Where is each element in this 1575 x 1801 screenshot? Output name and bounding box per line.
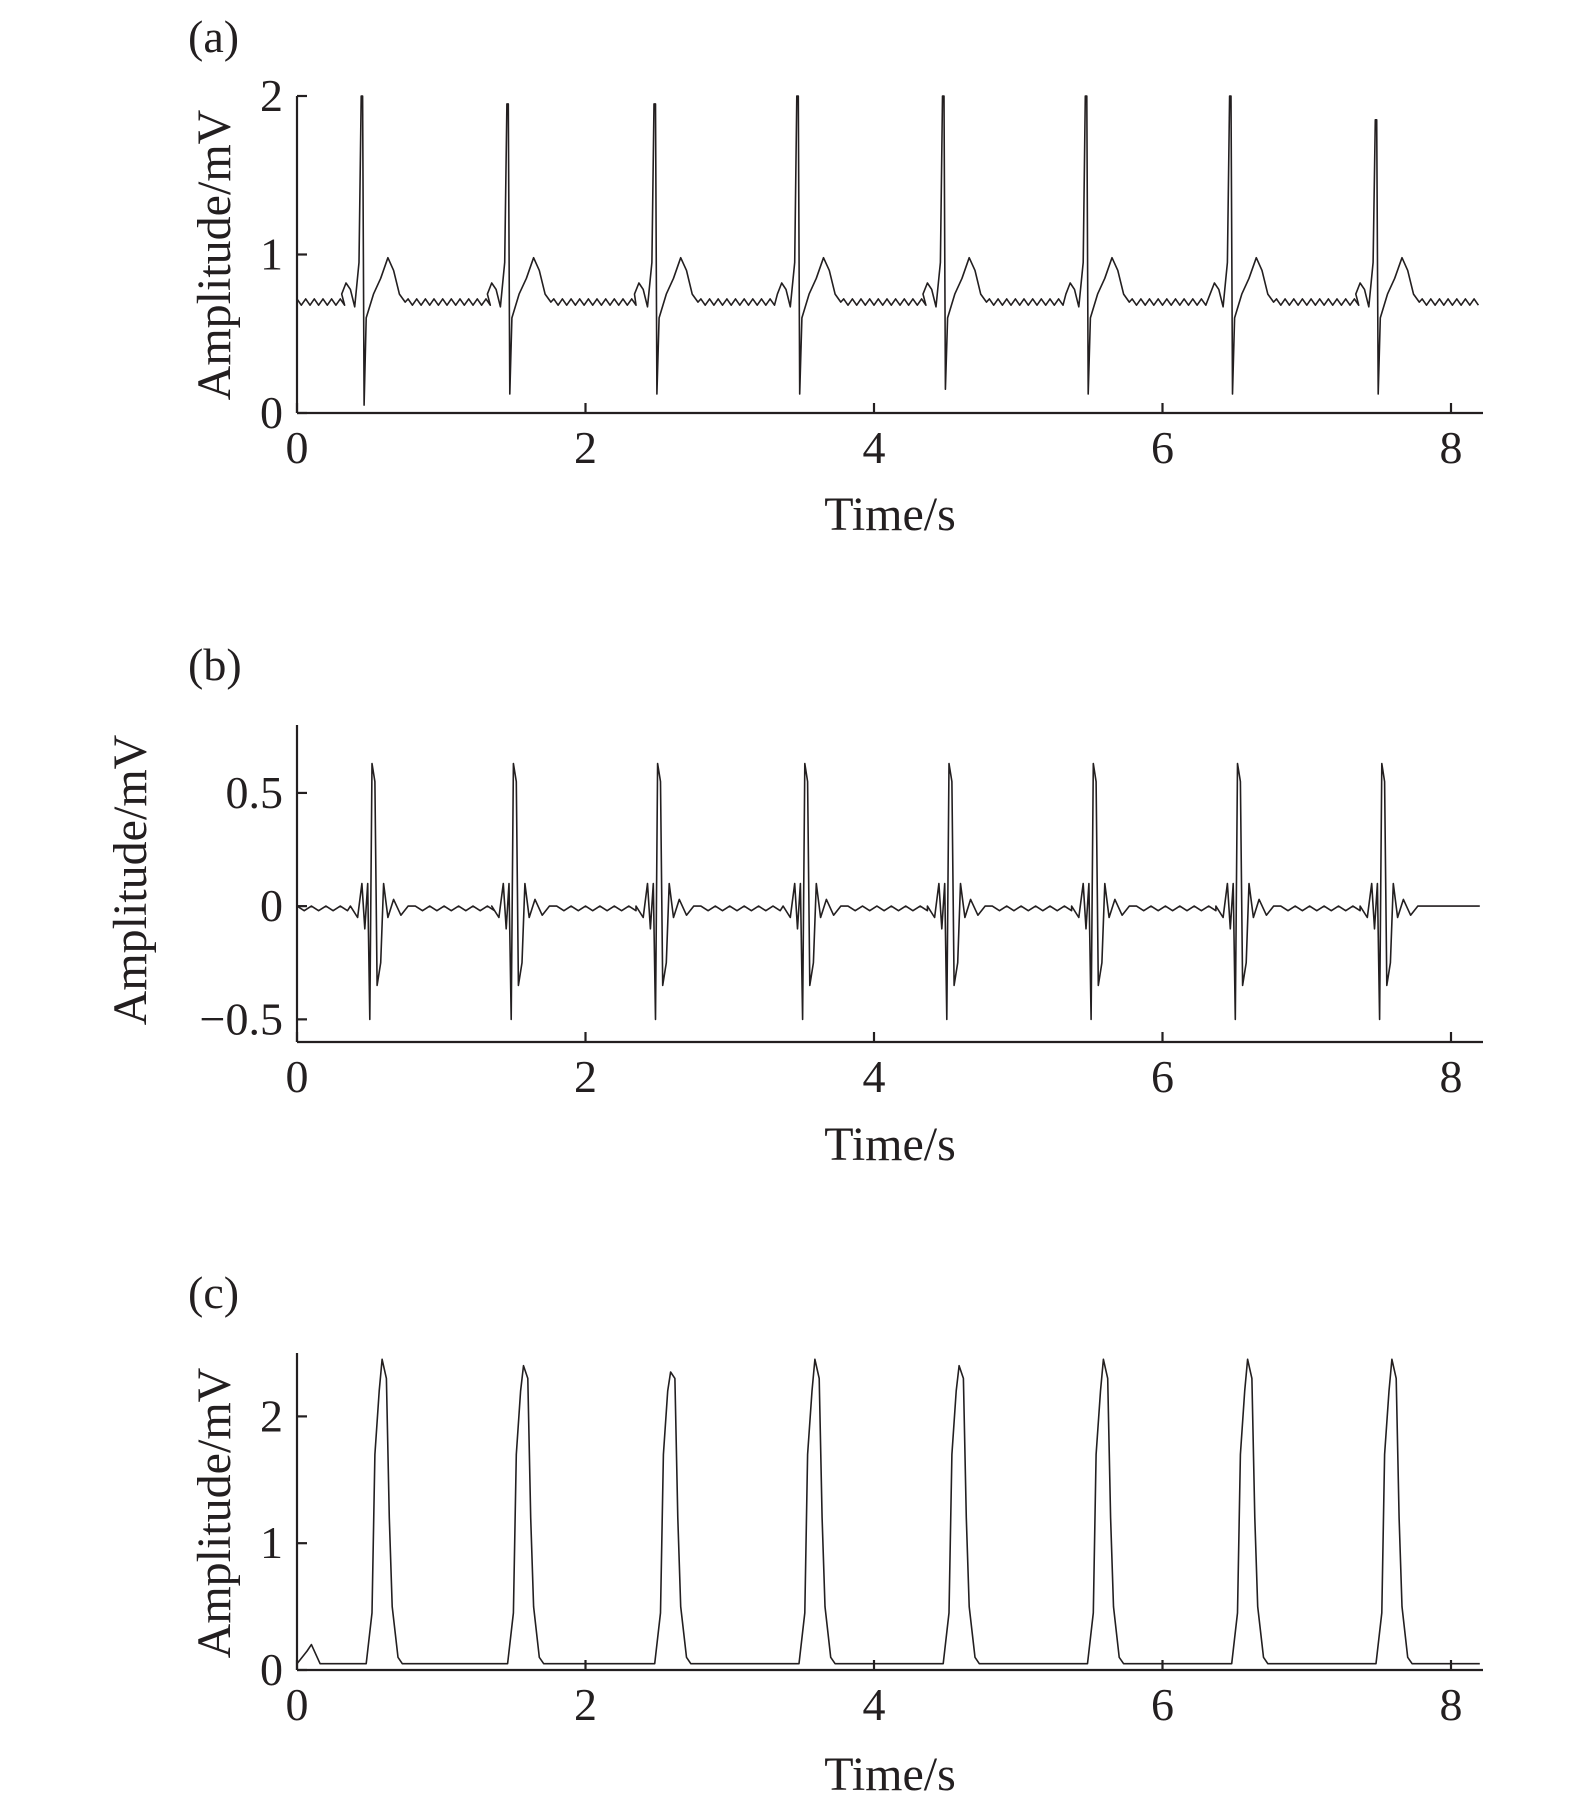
series-line	[296, 95, 1480, 406]
panel-label: (b)	[188, 639, 242, 690]
y-tick-label: −0.5	[200, 993, 283, 1044]
x-tick-label: 2	[574, 1051, 597, 1102]
x-tick-label: 2	[574, 422, 597, 473]
x-tick-label: 4	[863, 422, 886, 473]
x-axis-label: Time/s	[824, 1748, 956, 1801]
y-tick-label: 0	[260, 387, 283, 438]
panel-b: (b) Amplitude/mV Time/s 0 2 4 6 8−0.500.5	[104, 639, 1483, 1171]
panel-label: (a)	[188, 11, 239, 62]
x-tick-label: 4	[863, 1679, 886, 1730]
x-tick-label: 0	[286, 1679, 309, 1730]
x-tick-label: 8	[1440, 1679, 1463, 1730]
y-tick-label: 0	[260, 1644, 283, 1695]
y-axis-label: Amplitude/mV	[104, 734, 157, 1025]
y-axis-label: Amplitude/mV	[188, 1367, 241, 1658]
series-line	[296, 762, 1480, 1021]
x-tick-label: 0	[286, 1051, 309, 1102]
x-tick-label: 6	[1151, 1679, 1174, 1730]
series-line	[296, 1358, 1480, 1665]
x-tick-label: 8	[1440, 1051, 1463, 1102]
x-tick-label: 4	[863, 1051, 886, 1102]
x-tick-label: 8	[1440, 422, 1463, 473]
x-tick-label: 6	[1151, 1051, 1174, 1102]
x-axis-label: Time/s	[824, 1118, 956, 1171]
panel-a: (a) Amplitude/mV Time/s 0 2 4 6 8 0 1 2	[188, 11, 1483, 541]
y-tick-label: 1	[260, 229, 283, 280]
y-tick-label: 2	[260, 1390, 283, 1441]
panel-label: (c)	[188, 1267, 239, 1318]
y-tick-label: 1	[260, 1517, 283, 1568]
x-axis-label: Time/s	[824, 488, 956, 541]
y-axis-label: Amplitude/mV	[188, 109, 241, 400]
x-tick-label: 6	[1151, 422, 1174, 473]
y-tick-label: 0	[260, 880, 283, 931]
x-tick-label: 0	[286, 422, 309, 473]
x-tick-label: 2	[574, 1679, 597, 1730]
y-tick-label: 0.5	[226, 767, 284, 818]
y-tick-label: 2	[260, 70, 283, 121]
panel-c: (c) Amplitude/mV Time/s 0 2 4 6 8 0 1 2	[188, 1267, 1483, 1801]
